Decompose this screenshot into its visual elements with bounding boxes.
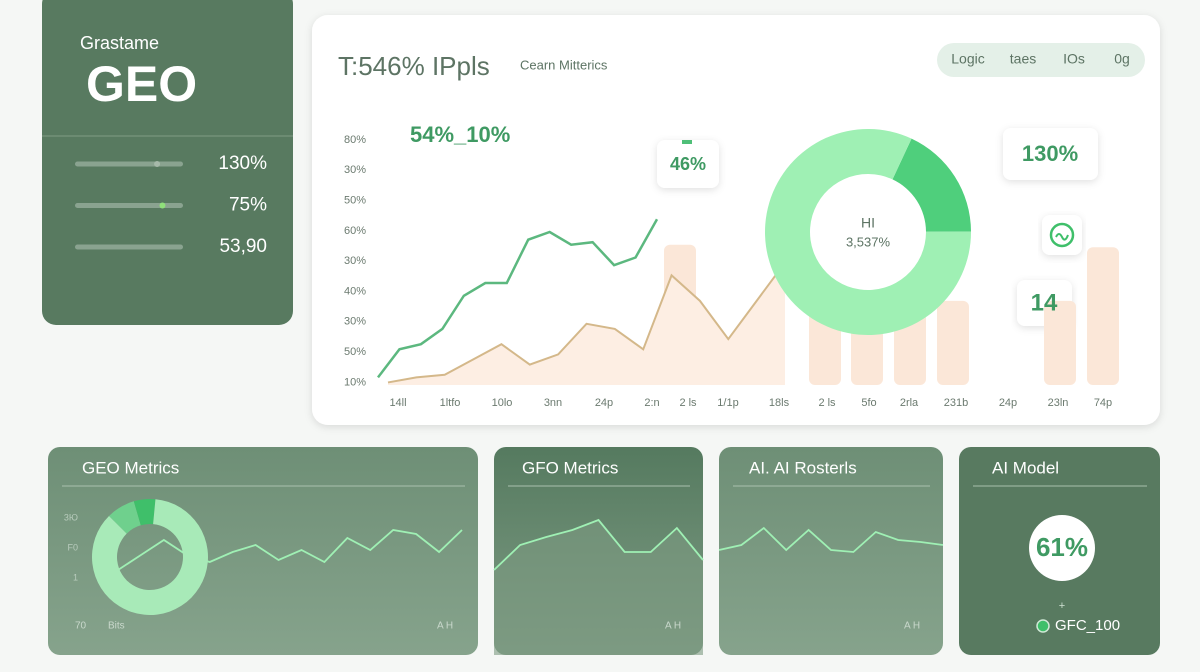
y-label: 60%	[344, 225, 366, 237]
badge-value: 61%	[1036, 532, 1088, 562]
callout: 46%	[670, 154, 706, 174]
y-label: 3Ю	[64, 512, 78, 522]
brand: Grastame	[80, 33, 159, 53]
icon	[1055, 233, 1069, 241]
footer-label: A H	[437, 621, 453, 632]
donut-label: HI	[861, 215, 875, 231]
x-label: 1/1p	[717, 397, 738, 409]
y-label: 30%	[344, 164, 366, 176]
callout-marker	[682, 140, 692, 144]
icon-box	[1042, 215, 1082, 255]
legend-label: GFC_100	[1055, 617, 1120, 634]
tab[interactable]: taes	[1010, 51, 1036, 67]
knob	[154, 161, 161, 167]
y-label: 10%	[344, 376, 366, 388]
card-title: AI. AI Rosterls	[749, 458, 857, 477]
main-subtitle: Cearn Mitterics	[520, 57, 608, 72]
y-label: F0	[67, 542, 78, 552]
y-label: 50%	[344, 195, 366, 207]
metric-value: 75%	[229, 195, 267, 216]
callout: 130%	[1022, 141, 1078, 166]
track	[75, 244, 183, 250]
line	[387, 262, 786, 384]
x-label: 5fo	[861, 397, 876, 409]
card	[719, 447, 943, 655]
y-label: 40%	[344, 285, 366, 297]
icon: +	[1059, 600, 1065, 612]
y-label: 50%	[344, 346, 366, 358]
donut-segment	[133, 499, 156, 526]
x-label: 18ls	[769, 397, 790, 409]
x-label: 2:n	[644, 397, 659, 409]
donut-segment	[892, 138, 971, 232]
icon	[1049, 222, 1075, 248]
x-label: 2 ls	[818, 397, 836, 409]
x-label: 2rla	[900, 397, 919, 409]
callout: 14	[1031, 289, 1058, 316]
line	[117, 529, 463, 571]
x-label: 10lo	[492, 397, 513, 409]
donut-segment	[764, 128, 971, 335]
metric-value: 53,90	[219, 236, 267, 257]
badge	[1029, 515, 1095, 581]
tab[interactable]: 0g	[1114, 51, 1130, 67]
y-label: 1	[73, 572, 78, 582]
footer-label: 70	[75, 621, 87, 632]
y-label: 30%	[344, 255, 366, 267]
card-title: GEO Metrics	[82, 458, 179, 477]
tab[interactable]: IOs	[1063, 51, 1085, 67]
x-label: 14ll	[389, 397, 406, 409]
footer-label: Bits	[108, 621, 125, 632]
x-label: 2 ls	[679, 397, 697, 409]
track	[75, 161, 183, 167]
line	[377, 218, 659, 379]
headline: 54%_10%	[410, 122, 510, 147]
x-label: 23ln	[1048, 397, 1069, 409]
legend-dot	[1036, 619, 1050, 633]
metric-value: 130%	[218, 153, 267, 174]
card-title: AI Model	[992, 458, 1059, 477]
footer-label: A H	[904, 621, 920, 632]
x-label: 3nn	[544, 397, 562, 409]
sidebar-title: GEO	[86, 56, 197, 112]
x-label: 24p	[999, 397, 1017, 409]
x-label: 231b	[944, 397, 968, 409]
donut-value: 3,537%	[846, 234, 891, 249]
tab[interactable]: Logic	[951, 51, 984, 67]
x-label: 1ltfo	[440, 397, 461, 409]
x-label: 24p	[595, 397, 613, 409]
footer-label: A H	[665, 621, 681, 632]
tab-bar	[937, 43, 1145, 77]
donut-segment	[91, 499, 208, 615]
y-label: 30%	[344, 316, 366, 328]
bar	[1087, 247, 1119, 385]
bar	[1044, 300, 1076, 385]
line	[493, 518, 704, 571]
knob	[159, 202, 166, 209]
card-title: GFO Metrics	[522, 458, 618, 477]
track	[75, 203, 183, 208]
bar	[937, 300, 969, 385]
line	[718, 526, 944, 553]
callout-box	[657, 140, 719, 188]
donut-segment	[108, 501, 141, 534]
y-label: 80%	[344, 134, 366, 146]
main-title: T:546% IPpls	[338, 51, 490, 81]
area	[494, 520, 703, 655]
x-label: 74p	[1094, 397, 1112, 409]
callout-box	[1003, 128, 1098, 180]
